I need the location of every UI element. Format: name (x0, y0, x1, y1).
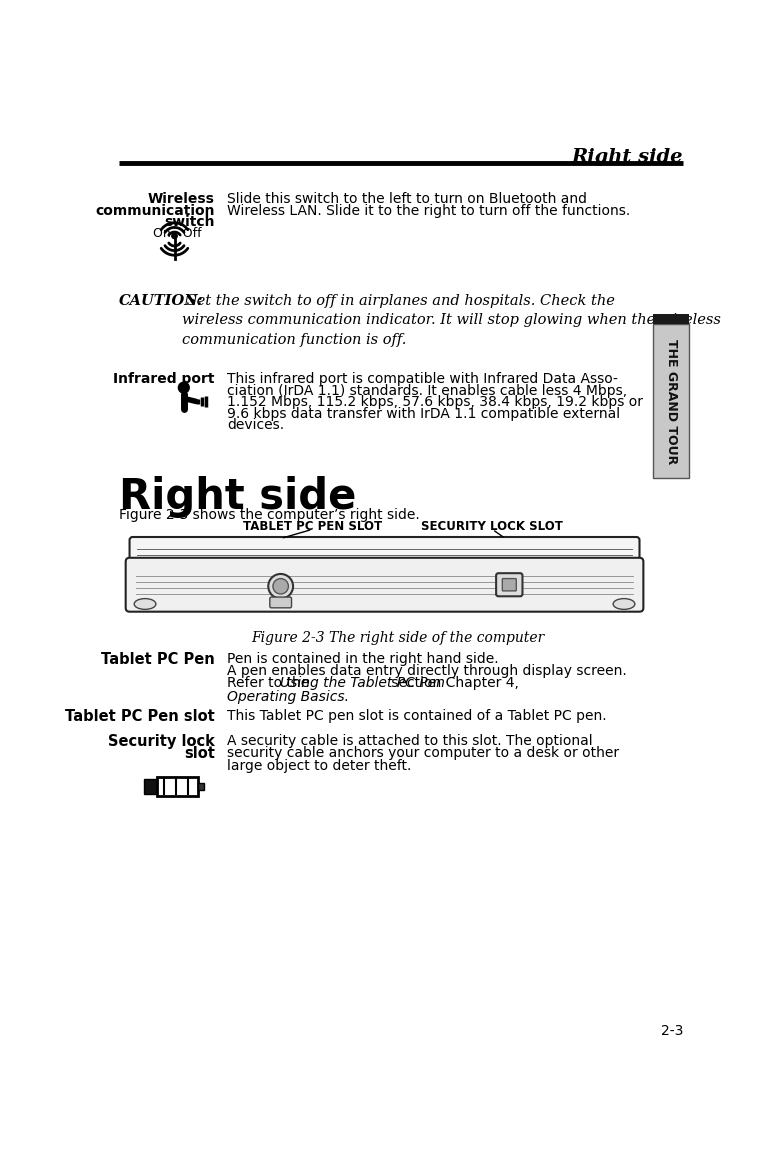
Text: Security lock: Security lock (108, 734, 215, 750)
Text: This Tablet PC pen slot is contained of a Tablet PC pen.: This Tablet PC pen slot is contained of … (227, 710, 607, 724)
Text: This infrared port is compatible with Infrared Data Asso-: This infrared port is compatible with In… (227, 372, 618, 386)
FancyBboxPatch shape (126, 558, 643, 612)
Text: Right side: Right side (571, 148, 683, 165)
Text: section Chapter 4,: section Chapter 4, (387, 676, 518, 690)
Text: On   Off: On Off (154, 227, 202, 241)
Text: security cable anchors your computer to a desk or other: security cable anchors your computer to … (227, 746, 619, 760)
Circle shape (178, 382, 189, 393)
FancyBboxPatch shape (502, 579, 516, 591)
Text: 2-3: 2-3 (660, 1023, 683, 1037)
Bar (198, 782, 204, 790)
Circle shape (268, 574, 293, 598)
Text: Wireless: Wireless (148, 192, 215, 206)
Text: Figure 2-3 shows the computer’s right side.: Figure 2-3 shows the computer’s right si… (119, 508, 420, 521)
FancyBboxPatch shape (270, 597, 292, 608)
FancyBboxPatch shape (496, 573, 522, 596)
Text: Tablet PC Pen slot: Tablet PC Pen slot (65, 710, 215, 724)
Text: communication: communication (95, 204, 215, 218)
Text: Operating Basics.: Operating Basics. (227, 690, 349, 704)
Text: slot: slot (184, 746, 215, 761)
Bar (653, 314, 689, 325)
Text: Using the Tablet PC Pen: Using the Tablet PC Pen (280, 676, 445, 690)
Bar (158, 778, 198, 796)
Text: Infrared port: Infrared port (113, 372, 215, 386)
Text: Right side: Right side (119, 476, 356, 518)
Text: 9.6 kbps data transfer with IrDA 1.1 compatible external: 9.6 kbps data transfer with IrDA 1.1 com… (227, 407, 620, 421)
Bar (144, 779, 158, 794)
Text: ciation (IrDA 1.1) standards. It enables cable less 4 Mbps,: ciation (IrDA 1.1) standards. It enables… (227, 384, 627, 398)
Text: Pen is contained in the right hand side.: Pen is contained in the right hand side. (227, 652, 499, 666)
Text: SECURITY LOCK SLOT: SECURITY LOCK SLOT (421, 520, 563, 533)
Circle shape (171, 233, 177, 239)
Text: 1.152 Mbps, 115.2 kbps, 57.6 kbps, 38.4 kbps, 19.2 kbps or: 1.152 Mbps, 115.2 kbps, 57.6 kbps, 38.4 … (227, 396, 643, 410)
Text: Slide this switch to the left to turn on Bluetooth and: Slide this switch to the left to turn on… (227, 192, 587, 206)
FancyBboxPatch shape (130, 537, 639, 565)
Text: Refer to the: Refer to the (227, 676, 314, 690)
Text: THE GRAND TOUR: THE GRAND TOUR (665, 339, 677, 464)
Circle shape (273, 579, 289, 594)
Text: Wireless LAN. Slide it to the right to turn off the functions.: Wireless LAN. Slide it to the right to t… (227, 204, 630, 218)
Text: Tablet PC Pen: Tablet PC Pen (101, 652, 215, 667)
Text: TABLET PC PEN SLOT: TABLET PC PEN SLOT (243, 520, 382, 533)
Ellipse shape (613, 598, 635, 610)
Text: large object to deter theft.: large object to deter theft. (227, 759, 411, 773)
Text: Figure 2-3 The right side of the computer: Figure 2-3 The right side of the compute… (251, 631, 544, 645)
Text: Set the switch to off in airplanes and hospitals. Check the
wireless communicati: Set the switch to off in airplanes and h… (182, 293, 721, 347)
Text: devices.: devices. (227, 418, 284, 432)
Text: A pen enables data entry directly through display screen.: A pen enables data entry directly throug… (227, 663, 627, 679)
Ellipse shape (134, 598, 156, 610)
Bar (653, 325, 689, 478)
Text: switch: switch (165, 215, 215, 229)
Text: CAUTION:: CAUTION: (119, 293, 203, 307)
Text: A security cable is attached to this slot. The optional: A security cable is attached to this slo… (227, 734, 593, 748)
